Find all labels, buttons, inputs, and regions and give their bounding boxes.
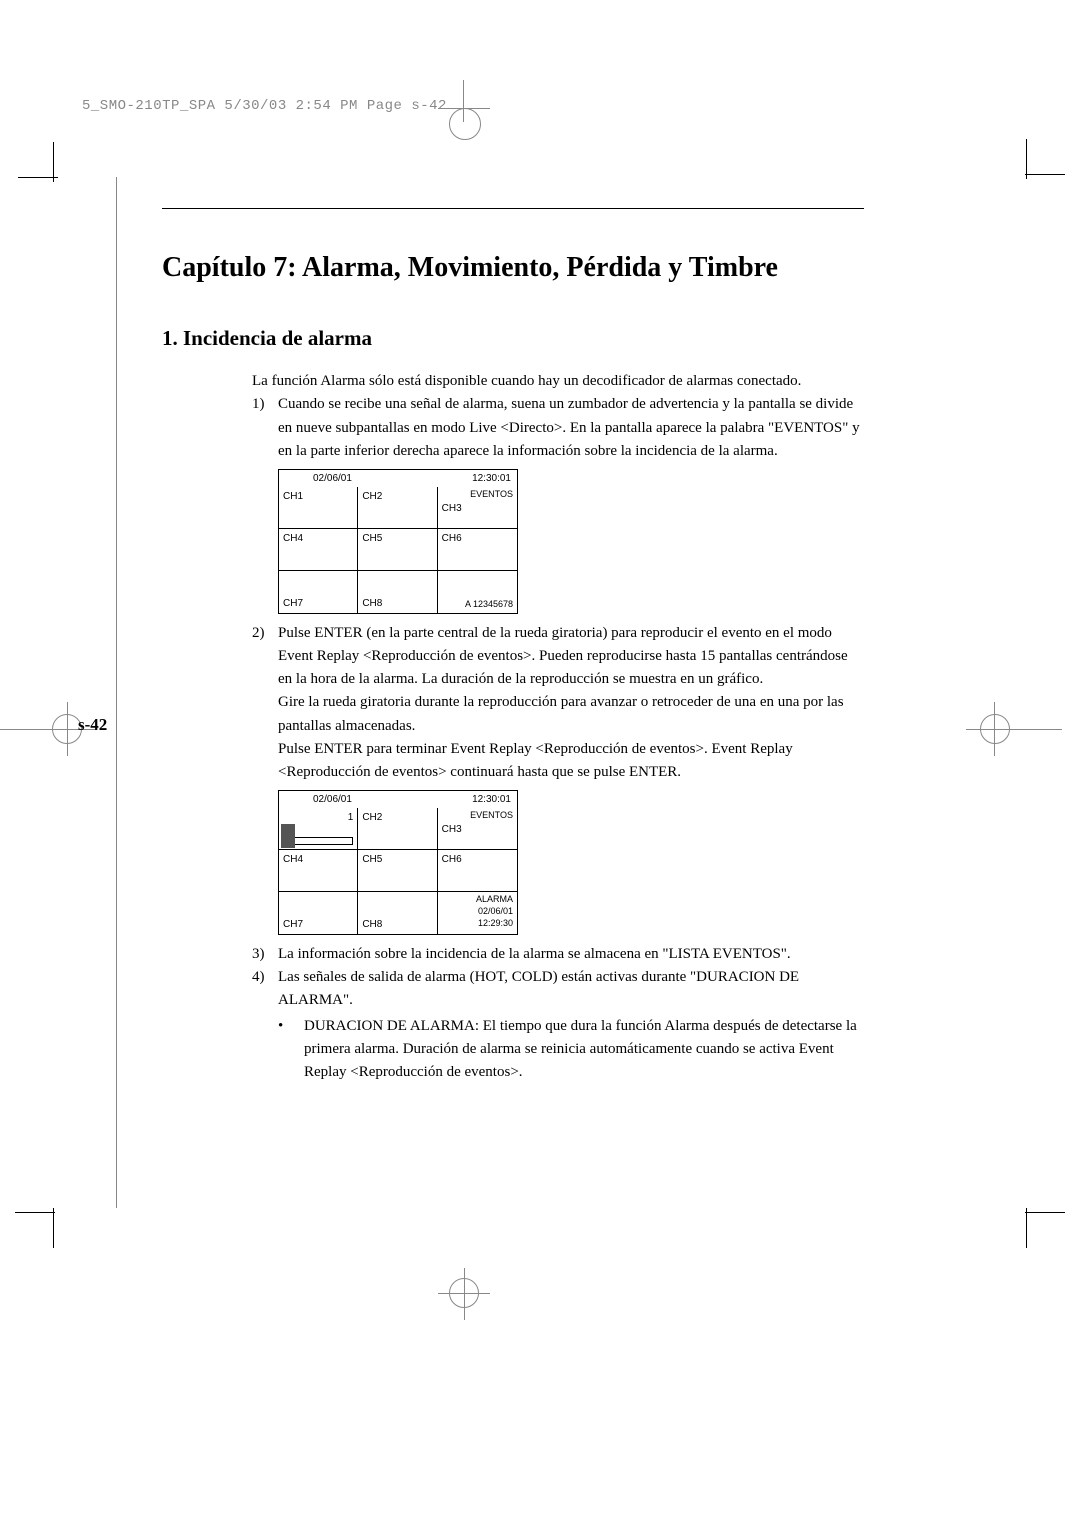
list-item: 4) Las señales de salida de alarma (HOT,… [252,966,864,1013]
channel-label: CH6 [442,531,462,547]
list-item: 3) La información sobre la incidencia de… [252,943,864,966]
progress-bar-icon [283,837,353,845]
item-text: Pulse ENTER para terminar Event Replay <… [278,741,793,780]
item-text: Las señales de salida de alarma (HOT, CO… [278,966,864,1013]
horizontal-rule [162,208,864,209]
intro-text: La función Alarma sólo está disponible c… [252,370,864,393]
channel-label: CH8 [362,596,382,612]
item-text: Gire la rueda giratoria durante la repro… [278,694,844,733]
item-number: 4) [252,966,278,1013]
channel-label: CH5 [362,852,382,868]
print-header: 5_SMO-210TP_SPA 5/30/03 2:54 PM Page s-4… [82,98,447,114]
margin-rule [116,177,117,1208]
item-text: Cuando se recibe una señal de alarma, su… [278,393,864,463]
document-page: 5_SMO-210TP_SPA 5/30/03 2:54 PM Page s-4… [0,0,1080,1528]
channel-label: CH2 [362,810,382,826]
alarm-code: A 12345678 [465,598,513,612]
body-content: La función Alarma sólo está disponible c… [252,370,864,1084]
list-item: 1) Cuando se recibe una señal de alarma,… [252,393,864,463]
page-number: s-42 [78,715,107,735]
screen-date: 02/06/01 [313,471,352,487]
channel-label: CH7 [283,917,303,933]
item-number: 1) [252,393,278,463]
item-text: Pulse ENTER (en la parte central de la r… [278,625,848,688]
crop-mark-icon [449,80,479,130]
item-number: 3) [252,943,278,966]
screen-date: 02/06/01 [313,792,352,808]
channel-label: CH2 [362,489,382,505]
channel-label: CH3 [442,822,462,838]
progress-number: 1 [348,810,354,826]
channel-label: CH7 [283,596,303,612]
crop-mark-icon [0,710,50,750]
screen-diagram: 02/06/01 12:30:01 CH1 CH2 EVENTOS CH3 CH4… [278,469,518,614]
bullet-icon: • [278,1015,304,1085]
item-text: La información sobre la incidencia de la… [278,943,864,966]
chapter-title: Capítulo 7: Alarma, Movimiento, Pérdida … [162,252,778,284]
screen-time: 12:30:01 [472,471,511,487]
bullet-text: DURACION DE ALARMA: El tiempo que dura l… [304,1015,864,1085]
eventos-label: EVENTOS [470,809,513,823]
crop-mark-icon [438,108,490,109]
channel-label: CH1 [283,489,303,505]
list-item: 2) Pulse ENTER (en la parte central de l… [252,622,864,785]
screen-diagram: 02/06/01 12:30:01 1 CH2 EVENTOS CH3 CH4 C… [278,790,518,935]
channel-label: CH6 [442,852,462,868]
bullet-item: • DURACION DE ALARMA: El tiempo que dura… [278,1015,864,1085]
channel-label: CH4 [283,852,303,868]
item-number: 2) [252,622,278,785]
screen-time: 12:30:01 [472,792,511,808]
crop-corner-icon [18,142,78,202]
channel-label: CH8 [362,917,382,933]
channel-label: CH5 [362,531,382,547]
section-title: 1. Incidencia de alarma [162,326,372,351]
channel-label: CH3 [442,501,462,517]
alarm-time: 12:29:30 [478,917,513,931]
eventos-label: EVENTOS [470,488,513,502]
channel-label: CH4 [283,531,303,547]
